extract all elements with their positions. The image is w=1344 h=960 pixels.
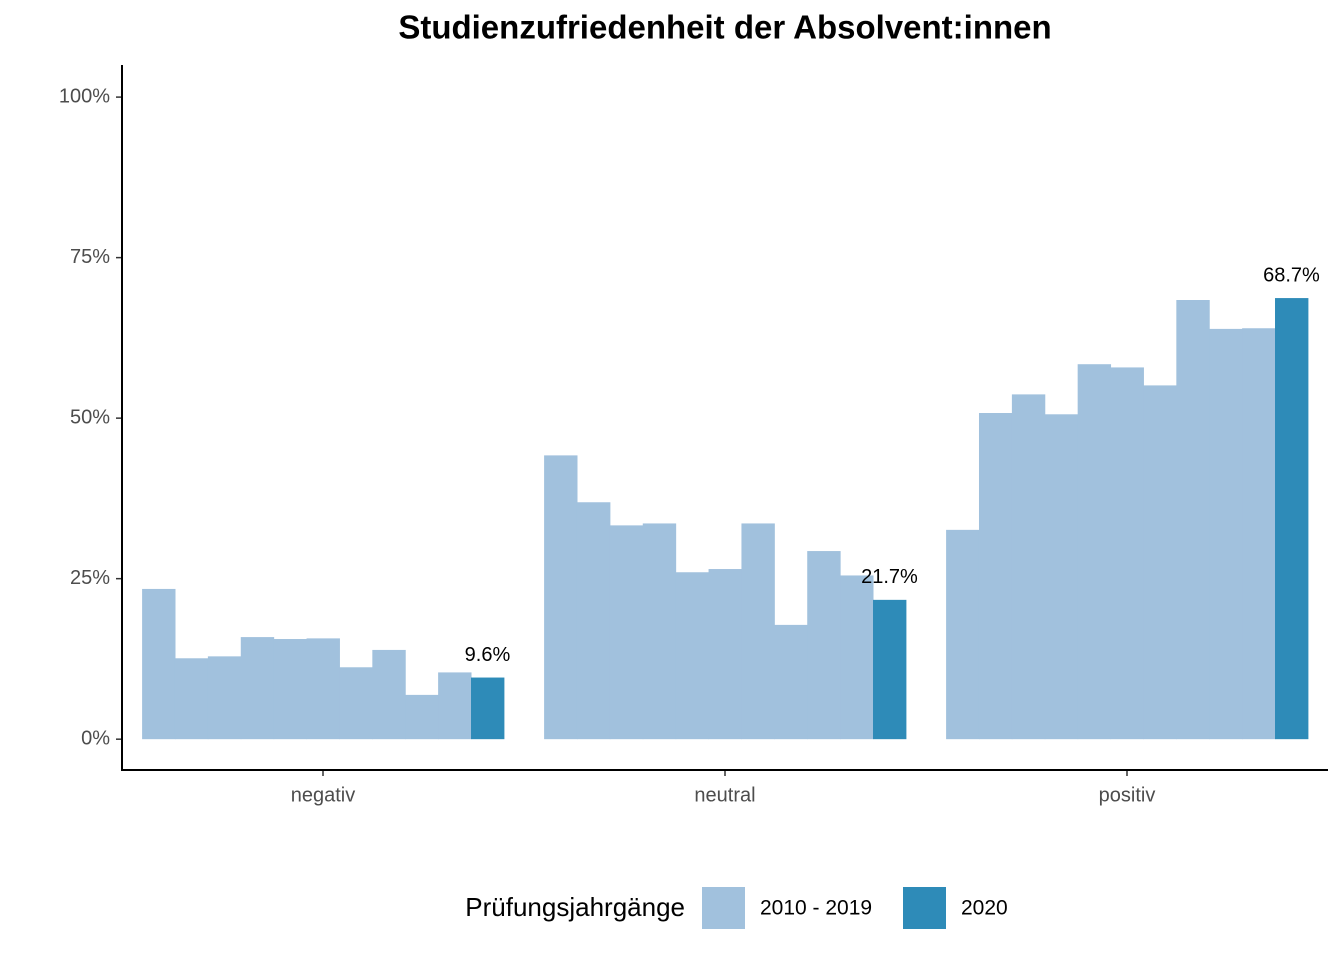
value-label: 68.7%	[1263, 264, 1320, 286]
chart-title: Studienzufriedenheit der Absolvent:innen	[398, 9, 1051, 46]
legend-key	[903, 887, 946, 929]
bar	[1209, 328, 1243, 740]
bar	[306, 638, 340, 740]
y-tick-label: 50%	[70, 406, 110, 428]
bar	[741, 523, 775, 740]
value-label: 9.6%	[465, 644, 511, 666]
bar	[873, 599, 907, 740]
bar	[240, 637, 275, 740]
x-tick-label: positiv	[1099, 784, 1156, 806]
bar	[273, 639, 308, 740]
y-tick-label: 25%	[70, 567, 110, 589]
legend-label: 2010 - 2019	[760, 897, 872, 920]
bar	[840, 575, 874, 740]
legend-label: 2020	[961, 897, 1008, 920]
y-tick-label: 0%	[81, 727, 110, 749]
legend-title: Prüfungsjahrgänge	[465, 892, 685, 922]
bar	[142, 588, 176, 740]
bar	[1044, 414, 1079, 740]
bar	[807, 551, 841, 740]
bar	[1242, 328, 1276, 740]
value-label: 21.7%	[861, 566, 918, 588]
bar	[609, 525, 644, 740]
bar	[642, 523, 677, 740]
bar	[774, 624, 808, 740]
bar	[339, 667, 373, 740]
bar	[438, 672, 472, 740]
bar	[207, 656, 242, 740]
bar	[1176, 300, 1210, 740]
bar	[675, 572, 710, 740]
bar	[372, 649, 406, 740]
bar	[405, 694, 439, 740]
bar	[708, 569, 742, 740]
bar	[174, 658, 209, 740]
y-tick-label: 100%	[59, 85, 110, 107]
bar	[544, 455, 578, 740]
bar	[1011, 394, 1046, 740]
bar	[1077, 364, 1112, 740]
legend-key	[702, 887, 745, 929]
bar	[1143, 385, 1177, 740]
bar	[1110, 367, 1144, 740]
bar	[576, 502, 611, 740]
y-tick-label: 75%	[70, 246, 110, 268]
x-tick-label: negativ	[291, 784, 356, 806]
x-tick-label: neutral	[694, 784, 755, 806]
bar	[1275, 298, 1309, 740]
bar	[946, 529, 980, 740]
bar	[471, 677, 505, 740]
bar	[978, 413, 1013, 740]
